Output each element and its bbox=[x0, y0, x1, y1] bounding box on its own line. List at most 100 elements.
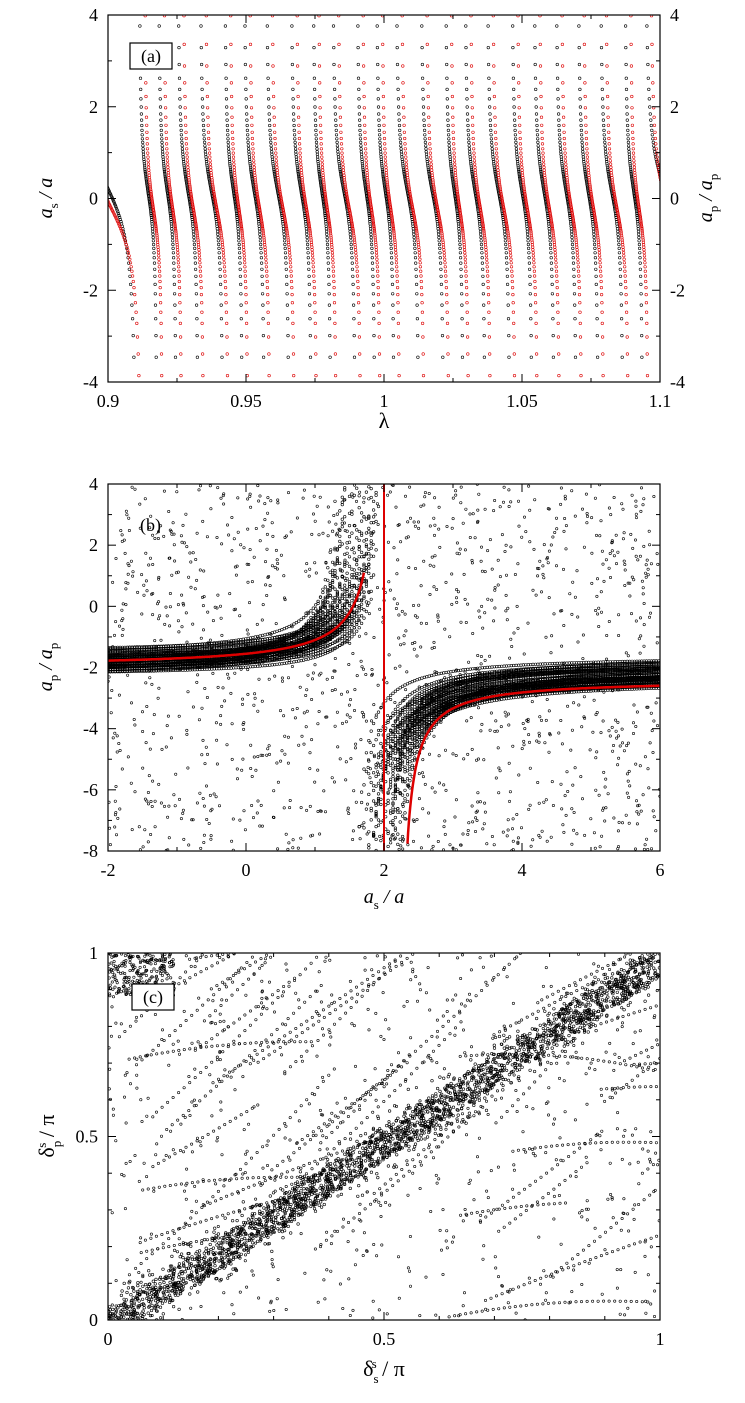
red-point bbox=[357, 310, 361, 314]
black-point bbox=[423, 140, 428, 144]
red-point bbox=[178, 310, 182, 314]
red-point bbox=[265, 279, 269, 284]
red-point bbox=[629, 15, 633, 18]
red-point bbox=[582, 42, 587, 47]
black-point bbox=[104, 180, 107, 183]
red-point bbox=[521, 178, 525, 182]
black-point bbox=[317, 168, 321, 172]
red-point bbox=[535, 374, 539, 378]
red-point bbox=[167, 182, 171, 186]
red-point bbox=[216, 215, 220, 219]
red-point bbox=[89, 131, 92, 134]
red-point bbox=[372, 225, 376, 229]
red-point bbox=[458, 206, 462, 211]
black-point bbox=[86, 77, 89, 80]
black-point bbox=[201, 118, 205, 122]
black-point bbox=[493, 171, 497, 175]
red-point bbox=[221, 245, 225, 249]
black-point bbox=[369, 235, 373, 240]
red-point bbox=[459, 215, 463, 219]
black-point bbox=[579, 118, 583, 122]
red-point bbox=[299, 168, 303, 172]
red-point bbox=[285, 228, 289, 232]
black-point bbox=[539, 171, 543, 175]
red-point bbox=[421, 374, 426, 378]
black-point bbox=[257, 227, 262, 231]
black-point bbox=[114, 205, 118, 209]
y-tick-label-right: 4 bbox=[670, 5, 679, 25]
black-point bbox=[239, 303, 243, 307]
red-point bbox=[592, 209, 596, 213]
red-point bbox=[143, 15, 147, 18]
black-point bbox=[673, 220, 676, 223]
red-point bbox=[235, 191, 239, 195]
red-point bbox=[594, 221, 598, 225]
black-point bbox=[385, 203, 389, 207]
red-point bbox=[369, 206, 374, 211]
black-point bbox=[372, 355, 376, 359]
black-point bbox=[650, 133, 654, 137]
red-point bbox=[549, 215, 553, 219]
black-point bbox=[153, 292, 157, 296]
red-point bbox=[394, 251, 398, 255]
black-point bbox=[570, 232, 574, 236]
red-point bbox=[487, 335, 492, 339]
red-point bbox=[377, 352, 382, 356]
red-point bbox=[418, 265, 423, 269]
black-point bbox=[555, 62, 559, 67]
black-point bbox=[680, 275, 683, 278]
black-point bbox=[379, 152, 383, 156]
red-point bbox=[597, 245, 601, 249]
black-point bbox=[164, 178, 168, 182]
black-point bbox=[500, 210, 504, 214]
red-point bbox=[501, 205, 506, 209]
red-point bbox=[618, 221, 622, 225]
red-point bbox=[198, 269, 202, 273]
black-point bbox=[562, 175, 566, 179]
black-point bbox=[149, 210, 153, 214]
black-point bbox=[332, 62, 336, 67]
red-point bbox=[437, 214, 441, 218]
black-point bbox=[411, 229, 416, 234]
red-point bbox=[213, 199, 217, 203]
black-point bbox=[603, 147, 608, 151]
red-point bbox=[451, 123, 455, 127]
black-point bbox=[413, 246, 417, 250]
red-point bbox=[630, 123, 635, 127]
black-point bbox=[638, 256, 642, 260]
black-point bbox=[132, 355, 136, 359]
black-point bbox=[383, 188, 387, 192]
black-point bbox=[635, 213, 639, 218]
red-point bbox=[493, 115, 497, 119]
black-point bbox=[171, 239, 175, 243]
red-point bbox=[350, 225, 355, 229]
red-point bbox=[147, 165, 151, 169]
red-point bbox=[298, 147, 302, 151]
black-point bbox=[90, 129, 93, 132]
red-point bbox=[495, 151, 499, 155]
black-point bbox=[549, 251, 553, 255]
black-point bbox=[395, 45, 399, 50]
red-point bbox=[511, 310, 516, 314]
red-point bbox=[373, 236, 377, 240]
black-point bbox=[209, 188, 213, 192]
red-point bbox=[195, 228, 199, 232]
red-point bbox=[155, 236, 159, 240]
black-point bbox=[177, 62, 181, 67]
red-point bbox=[172, 215, 176, 219]
red-point bbox=[333, 310, 337, 314]
red-point bbox=[571, 215, 575, 219]
black-point bbox=[617, 242, 621, 247]
black-point bbox=[633, 201, 638, 206]
red-point bbox=[201, 352, 205, 356]
red-point bbox=[391, 221, 395, 225]
black-point bbox=[593, 256, 598, 260]
black-point bbox=[369, 239, 374, 243]
black-point bbox=[323, 215, 327, 219]
red-point bbox=[211, 186, 215, 190]
black-point bbox=[438, 246, 442, 250]
red-point bbox=[150, 199, 154, 203]
black-point bbox=[365, 195, 369, 199]
red-point bbox=[533, 301, 538, 305]
red-point bbox=[623, 265, 627, 269]
